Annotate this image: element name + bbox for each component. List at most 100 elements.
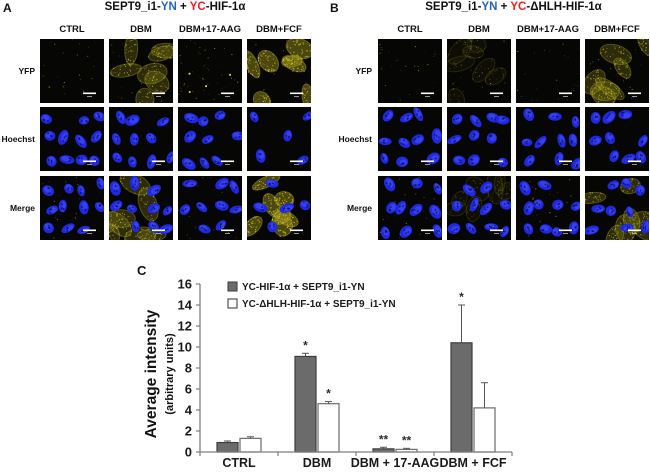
panel-b-title-part: -ΔHLH-HIF-1α	[526, 1, 602, 13]
panel-a-title-part: SEPT9_i1-	[104, 1, 161, 13]
bar-white-DBM + FCF	[473, 407, 496, 453]
micrograph-a-yfp-dbm+fcf	[247, 39, 311, 103]
scale-bar	[221, 92, 234, 95]
row-label-yfp: YFP	[18, 66, 35, 76]
scale-bar	[490, 229, 503, 232]
column-header-dbm: DBM	[130, 24, 152, 35]
micrograph-b-merge-dbm+17-aag	[516, 176, 580, 240]
panel-b-title-part: YC	[510, 1, 527, 13]
panel-a-title-part: -HIF-1α	[205, 1, 246, 13]
significance-marker: *	[303, 338, 308, 352]
micrograph-b-merge-dbm	[447, 176, 511, 240]
column-header-ctrl: CTRL	[397, 24, 423, 35]
micrograph-b-hoechst-dbm	[447, 107, 511, 171]
legend-label: YC-ΔHLH-HIF-1α + SEPT9_i1-YN	[242, 299, 396, 310]
y-tick-label: 14	[178, 298, 193, 313]
scale-bar	[628, 92, 641, 95]
panel-a-title-part: YN	[160, 1, 177, 13]
scale-bar	[83, 92, 96, 95]
row-label-hoechst: Hoechst	[338, 134, 372, 144]
micrograph-b-hoechst-ctrl	[378, 107, 442, 171]
y-axis-subtitle: (arbitrary units)	[164, 333, 176, 415]
column-header-dbm: DBM	[468, 24, 490, 35]
scale-bar	[559, 160, 572, 163]
bar-gray-DBM	[294, 355, 317, 453]
significance-marker: **	[379, 432, 389, 446]
bar-chart: CTRL**DBM** **DBM + 17-AAG*DBM + FCF02468…	[143, 277, 513, 470]
legend-swatch-gray	[227, 281, 238, 292]
scale-bar	[152, 92, 165, 95]
scale-bar	[152, 229, 165, 232]
micrograph-a-yfp-dbm+17-aag	[178, 39, 242, 103]
scale-bar	[490, 160, 503, 163]
significance-marker: *	[326, 387, 331, 401]
y-tick-label: 4	[185, 403, 193, 418]
panel-b-label: B	[330, 1, 339, 15]
scale-bar	[559, 229, 572, 232]
panel-a-label: A	[3, 1, 12, 15]
micrograph-b-yfp-dbm+fcf	[585, 39, 649, 103]
scale-bar	[421, 92, 434, 95]
scale-bar	[290, 160, 303, 163]
panel-c-label: C	[137, 263, 147, 278]
micrograph-b-hoechst-dbm+fcf	[585, 107, 649, 171]
scale-bar	[421, 229, 434, 232]
micrograph-b-merge-ctrl	[378, 176, 442, 240]
scale-bar	[421, 160, 434, 163]
scale-bar	[221, 160, 234, 163]
scale-bar	[83, 229, 96, 232]
column-header-dbm+17-aag: DBM+17-AAG	[178, 24, 242, 35]
scale-bar	[152, 160, 165, 163]
bar-gray-CTRL	[216, 441, 239, 453]
panel-b-title-part: +	[497, 1, 511, 13]
scale-bar	[83, 160, 96, 163]
y-tick-label: 6	[185, 382, 192, 397]
x-category-label: CTRL	[222, 456, 256, 470]
y-tick-label: 10	[178, 340, 192, 355]
bar-gray-DBM + FCF	[450, 342, 473, 453]
y-axis-title: Average intensity	[143, 309, 160, 438]
micrograph-b-yfp-dbm+17-aag	[516, 39, 580, 103]
x-category-label: DBM + FCF	[439, 456, 506, 470]
legend-label: YC-HIF-1α + SEPT9_i1-YN	[242, 282, 365, 293]
micrograph-a-yfp-ctrl	[40, 39, 104, 103]
bar-white-DBM	[317, 403, 340, 453]
column-header-dbm+fcf: DBM+FCF	[256, 24, 302, 35]
scale-bar	[559, 92, 572, 95]
micrograph-a-hoechst-dbm+17-aag	[178, 107, 242, 171]
x-category-label: DBM + 17-AAG	[351, 456, 440, 470]
panel-b-title-part: SEPT9_i1-	[425, 1, 482, 13]
column-header-ctrl: CTRL	[59, 24, 85, 35]
panel-a-title: SEPT9_i1-YN + YC-HIF-1α	[40, 1, 310, 13]
micrograph-b-merge-dbm+fcf	[585, 176, 649, 240]
significance-marker: **	[402, 433, 412, 447]
scale-bar	[628, 160, 641, 163]
column-header-dbm+fcf: DBM+FCF	[594, 24, 640, 35]
scale-bar	[290, 229, 303, 232]
panel-b-title-part: YN	[481, 1, 498, 13]
row-label-yfp: YFP	[355, 66, 372, 76]
row-label-merge: Merge	[9, 203, 35, 213]
micrograph-a-hoechst-dbm	[109, 107, 173, 171]
panel-a-title-part: YC	[189, 1, 206, 13]
micrograph-a-hoechst-ctrl	[40, 107, 104, 171]
y-tick-label: 8	[185, 361, 192, 376]
row-label-merge: Merge	[346, 203, 372, 213]
y-tick-label: 12	[178, 319, 192, 334]
scale-bar	[628, 229, 641, 232]
micrograph-a-yfp-dbm	[109, 39, 173, 103]
scale-bar	[490, 92, 503, 95]
micrograph-b-hoechst-dbm+17-aag	[516, 107, 580, 171]
row-label-hoechst: Hoechst	[1, 134, 35, 144]
column-header-dbm+17-aag: DBM+17-AAG	[516, 24, 580, 35]
panel-b-title: SEPT9_i1-YN + YC-ΔHLH-HIF-1α	[378, 1, 649, 13]
y-tick-label: 16	[178, 277, 192, 292]
micrograph-a-hoechst-dbm+fcf	[247, 107, 311, 171]
legend-swatch-white	[227, 298, 238, 309]
x-category-label: DBM	[303, 456, 331, 470]
micrograph-a-merge-dbm+17-aag	[178, 176, 242, 240]
micrograph-a-merge-ctrl	[40, 176, 104, 240]
y-tick-label: 0	[185, 445, 192, 460]
micrograph-a-merge-dbm+fcf	[247, 176, 311, 240]
